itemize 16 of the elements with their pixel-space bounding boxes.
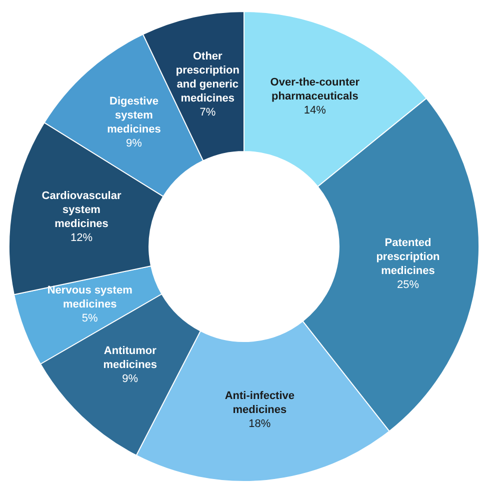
slice-label: Other prescription and generic medicines [176, 50, 240, 105]
data-label: 7% [200, 106, 216, 119]
slice-label: Antitumor medicines [103, 344, 158, 371]
slice-label: Cardiovascular system medicines [42, 190, 122, 230]
slice-label: Nervous system medicines [47, 284, 133, 310]
slice-label: Patented prescription medicines [376, 236, 440, 277]
data-label: 9% [122, 372, 138, 385]
data-label: 25% [396, 278, 420, 291]
slice-label: Over-the-counter pharmaceuticals [270, 76, 360, 103]
slice-label: Digestive system medicines [107, 96, 161, 136]
data-label: 14% [304, 104, 326, 117]
data-label: 12% [70, 232, 93, 244]
data-label: 9% [126, 138, 142, 150]
slice-label: Anti-infective medicines [224, 390, 295, 416]
data-label: 5% [82, 312, 98, 324]
data-label: 18% [248, 418, 271, 430]
